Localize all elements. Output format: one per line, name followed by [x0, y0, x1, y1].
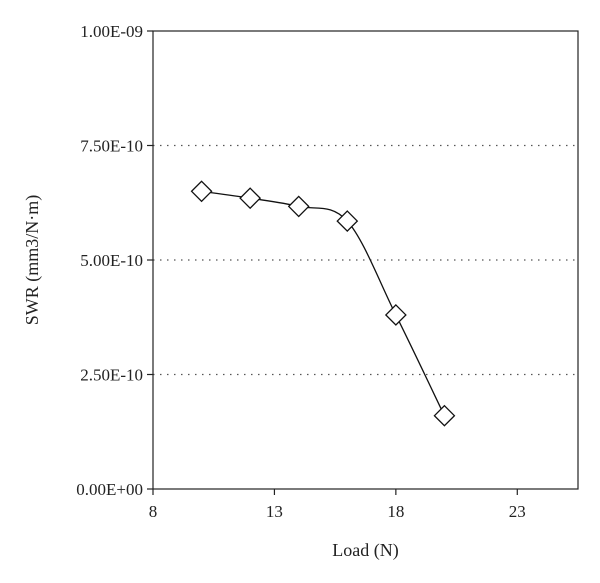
series-markers	[190, 180, 456, 427]
data-point-marker	[336, 210, 359, 232]
y-tick-label: 2.50E-10	[80, 366, 143, 385]
series-line	[201, 190, 446, 417]
data-point-marker	[433, 404, 456, 427]
x-tick-label: 18	[387, 502, 404, 521]
x-axis: 8 13 18 23	[149, 489, 526, 521]
data-point-marker	[287, 195, 310, 218]
data-point-marker	[239, 187, 262, 210]
data-point-marker	[190, 180, 213, 203]
grid-lines	[153, 144, 578, 376]
data-point-marker	[384, 304, 407, 326]
y-axis: 0.00E+00 2.50E-10 5.00E-10 7.50E-10 1.00E-09	[76, 22, 153, 499]
y-tick-label: 1.00E-09	[80, 22, 143, 41]
x-tick-label: 23	[509, 502, 526, 521]
y-axis-title: SWR (mm3/N·m)	[22, 195, 43, 326]
y-tick-label: 5.00E-10	[80, 251, 143, 270]
y-tick-label: 7.50E-10	[80, 137, 143, 156]
x-tick-label: 8	[149, 502, 158, 521]
y-tick-label: 0.00E+00	[76, 480, 143, 499]
x-axis-title: Load (N)	[332, 540, 398, 561]
x-tick-label: 13	[266, 502, 283, 521]
